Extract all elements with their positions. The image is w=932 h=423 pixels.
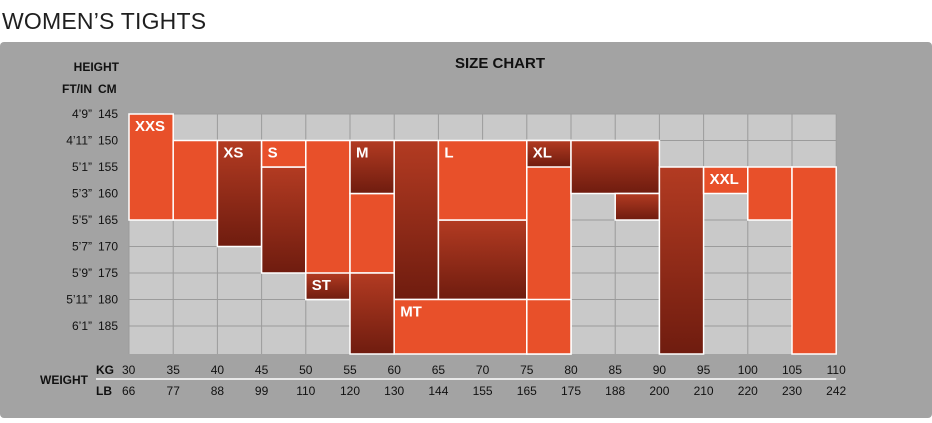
height-ft-in-tick: 4’11”: [66, 134, 92, 148]
weight-kg-tick: 105: [782, 363, 802, 377]
height-cm-tick: 155: [98, 160, 118, 174]
weight-kg-tick: 95: [697, 363, 711, 377]
weight-kg-tick: 40: [211, 363, 225, 377]
size-label-xxl: XXL: [710, 171, 739, 188]
size-region-xl: [614, 192, 661, 221]
weight-kg-tick: 70: [476, 363, 490, 377]
height-ft-in-tick: 5’3”: [72, 187, 92, 201]
height-axis-label: HEIGHT: [74, 60, 120, 74]
weight-lb-tick: 77: [167, 384, 181, 398]
height-ft-in-tick: 5’5”: [72, 213, 92, 227]
weight-kg-tick: 45: [255, 363, 269, 377]
size-region-st: [305, 272, 351, 301]
weight-lb-tick: 110: [296, 384, 315, 398]
weight-lb-tick: 175: [561, 384, 581, 398]
weight-kg-tick: 75: [520, 363, 534, 377]
size-region-m: [393, 139, 440, 301]
weight-axis-label: WEIGHT: [40, 373, 89, 387]
cm-header: CM: [98, 82, 117, 96]
weight-kg-tick: 30: [122, 363, 136, 377]
lb-header: LB: [96, 384, 112, 398]
weight-kg-tick: 50: [299, 363, 313, 377]
size-label-m: M: [356, 145, 369, 162]
size-region-xxs: [172, 139, 219, 221]
weight-lb-tick: 66: [122, 384, 136, 398]
weight-lb-tick: 188: [605, 384, 625, 398]
weight-kg-tick: 85: [609, 363, 623, 377]
height-cm-tick: 185: [98, 319, 118, 333]
height-ft-in-tick: 5’1”: [72, 160, 92, 174]
weight-lb-tick: 242: [826, 384, 846, 398]
size-region-st: [349, 272, 395, 355]
kg-header: KG: [96, 363, 114, 377]
weight-lb-tick: 200: [649, 384, 669, 398]
chart-title: SIZE CHART: [455, 55, 545, 72]
size-label-xs: XS: [223, 145, 243, 162]
weight-lb-tick: 220: [738, 384, 758, 398]
size-region-xxl: [702, 166, 749, 195]
size-region-xl: [526, 139, 572, 168]
size-region-xl: [570, 139, 661, 195]
size-region-xxs: [128, 113, 174, 221]
weight-lb-tick: 155: [473, 384, 493, 398]
height-ft-in-tick: 4’9”: [72, 107, 92, 121]
size-region-xxl: [791, 166, 837, 355]
height-cm-tick: 160: [98, 187, 118, 201]
height-cm-tick: 145: [98, 107, 118, 121]
size-region-s: [349, 192, 395, 274]
weight-kg-tick: 80: [564, 363, 578, 377]
ft-in-header: FT/IN: [62, 82, 92, 96]
height-cm-tick: 175: [98, 266, 118, 280]
size-region-xxl: [747, 166, 793, 221]
weight-kg-tick: 55: [343, 363, 357, 377]
weight-lb-tick: 144: [428, 384, 448, 398]
weight-lb-tick: 165: [517, 384, 537, 398]
height-ft-in-tick: 5’7”: [72, 240, 92, 254]
size-region-xl: [658, 166, 705, 355]
size-label-xl: XL: [533, 145, 552, 162]
weight-kg-tick: 60: [388, 363, 402, 377]
size-region-s: [260, 139, 307, 168]
weight-lb-tick: 230: [782, 384, 802, 398]
size-label-s: S: [268, 145, 278, 162]
size-region-xs: [260, 166, 307, 274]
size-region-m: [437, 219, 528, 301]
height-ft-in-tick: 5’9”: [72, 266, 92, 280]
size-region-xs: [216, 139, 263, 248]
weight-lb-tick: 120: [340, 384, 360, 398]
weight-kg-tick: 65: [432, 363, 446, 377]
height-cm-tick: 165: [98, 213, 118, 227]
height-ft-in-tick: 6’1”: [72, 319, 92, 333]
size-region-mt: [526, 298, 572, 355]
weight-kg-tick: 110: [827, 363, 846, 377]
weight-kg-tick: 35: [167, 363, 181, 377]
page-title: WOMEN’S TIGHTS: [2, 8, 207, 34]
weight-lb-tick: 210: [694, 384, 714, 398]
size-label-mt: MT: [400, 304, 422, 321]
height-cm-tick: 180: [98, 293, 118, 307]
size-label-st: ST: [312, 277, 331, 294]
size-region-l: [437, 139, 528, 221]
weight-kg-tick: 100: [738, 363, 758, 377]
height-cm-tick: 150: [98, 134, 118, 148]
size-label-xxs: XXS: [135, 118, 165, 135]
size-region-mt: [393, 298, 528, 355]
weight-kg-tick: 90: [653, 363, 667, 377]
weight-lb-tick: 88: [211, 384, 225, 398]
height-ft-in-tick: 5’11”: [66, 293, 92, 307]
height-cm-tick: 170: [98, 240, 118, 254]
weight-lb-tick: 99: [255, 384, 269, 398]
size-label-l: L: [444, 145, 453, 162]
weight-lb-tick: 130: [384, 384, 404, 398]
